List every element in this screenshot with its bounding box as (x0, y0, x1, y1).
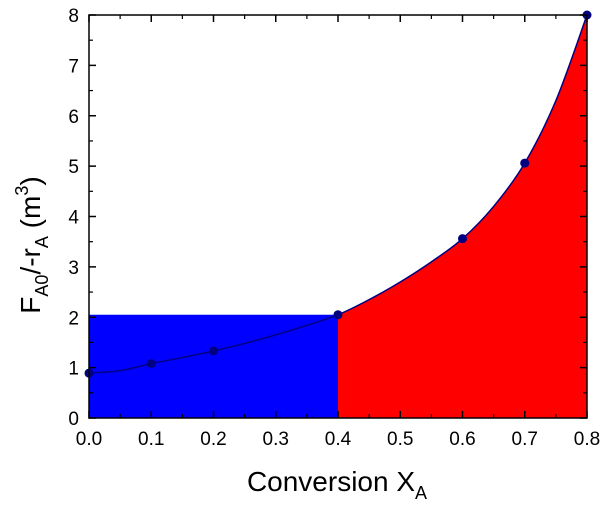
y-tick-label: 6 (68, 107, 79, 128)
pfr-area-under-curve (338, 15, 587, 418)
y-tick-label: 3 (68, 258, 79, 279)
y-axis-title: FA0/-rA (m3) (12, 176, 52, 313)
y-tick-label: 4 (68, 208, 79, 229)
x-tick-label: 0.3 (263, 429, 289, 450)
data-point (520, 158, 530, 168)
x-tick-label: 0.7 (512, 429, 538, 450)
x-tick-label: 0.5 (387, 429, 413, 450)
y-tick-label: 8 (68, 6, 79, 27)
x-tick-label: 0.0 (76, 429, 102, 450)
data-point (146, 359, 156, 369)
x-tick-label: 0.2 (200, 429, 226, 450)
y-tick-label: 2 (68, 308, 79, 329)
x-tick-label: 0.4 (325, 429, 352, 450)
cstr-area-rectangle (89, 314, 338, 418)
data-point (333, 310, 343, 320)
x-tick-label: 0.8 (574, 429, 600, 450)
tick-labels: 0.0 0.1 0.2 0.3 0.4 0.5 0.6 0.7 0.8 0 1 2 3 4 5 6 7 8 (68, 6, 600, 450)
data-point (209, 346, 218, 356)
x-tick-label: 0.1 (138, 429, 164, 450)
y-tick-label: 5 (68, 157, 79, 178)
shaded-regions (89, 15, 587, 418)
axes (88, 14, 588, 419)
y-tick-label: 7 (68, 56, 79, 77)
y-tick-label: 0 (68, 409, 79, 430)
x-tick-label: 0.6 (449, 429, 475, 450)
data-point (458, 234, 467, 244)
y-tick-label: 1 (68, 359, 79, 380)
x-axis-title: Conversion XA (247, 466, 427, 503)
